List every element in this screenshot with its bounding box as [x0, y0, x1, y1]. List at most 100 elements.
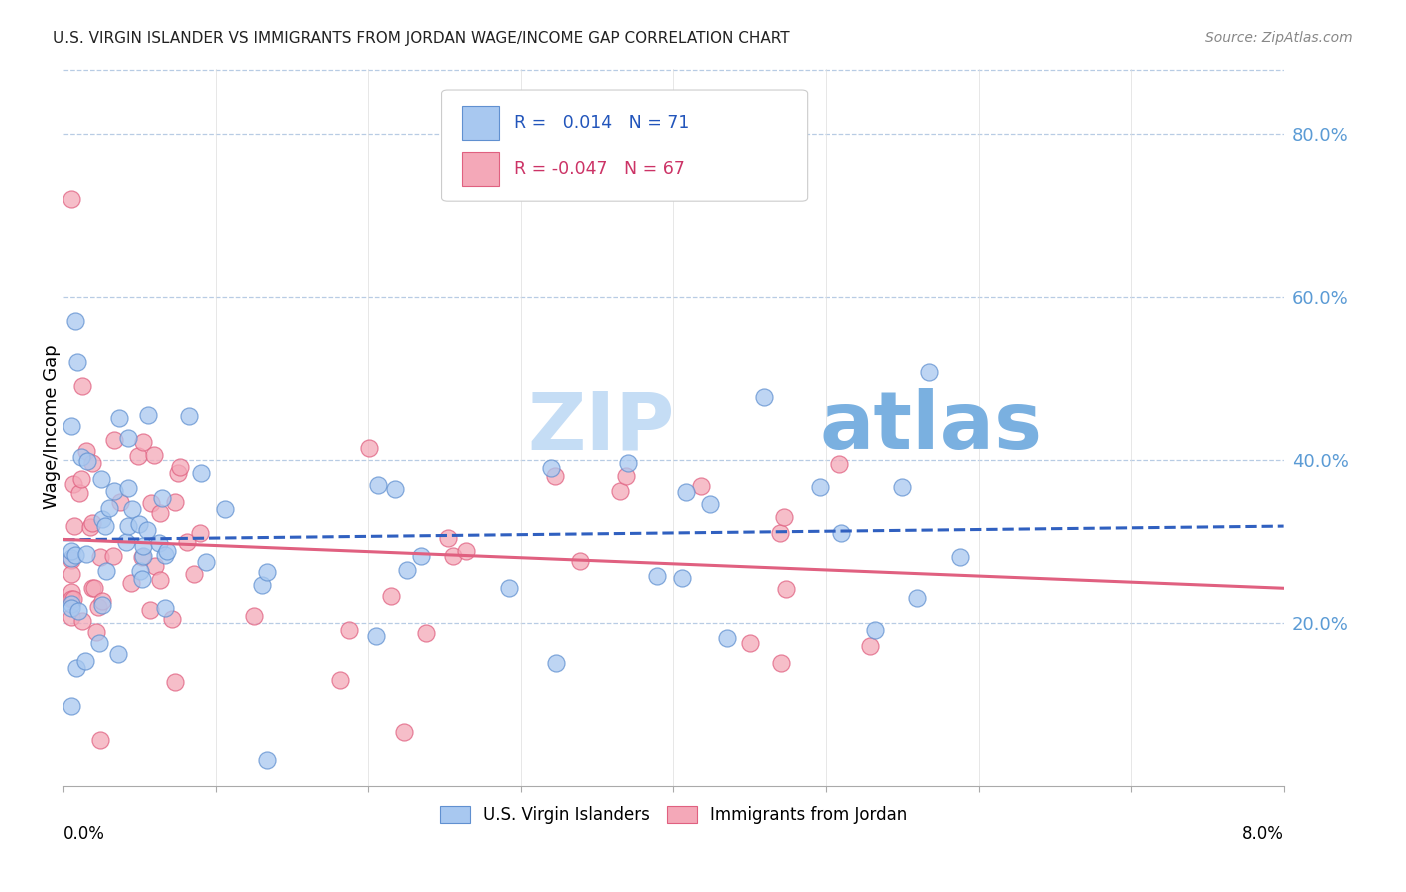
- Point: [256, 565, 278, 579]
- Point: [59, 551, 82, 566]
- Point: [415, 625, 437, 640]
- Point: [339, 623, 361, 637]
- Point: [156, 544, 179, 558]
- Point: [59, 553, 82, 567]
- Point: [59, 192, 82, 206]
- Y-axis label: Wage/Income Gap: Wage/Income Gap: [44, 344, 60, 509]
- Point: [65, 661, 87, 675]
- Point: [59, 597, 82, 611]
- Point: [70, 614, 93, 628]
- Point: [89, 733, 111, 747]
- Point: [76, 454, 98, 468]
- Point: [699, 497, 721, 511]
- Point: [690, 479, 713, 493]
- Text: U.S. VIRGIN ISLANDER VS IMMIGRANTS FROM JORDAN WAGE/INCOME GAP CORRELATION CHART: U.S. VIRGIN ISLANDER VS IMMIGRANTS FROM …: [53, 31, 790, 46]
- Point: [67, 604, 90, 618]
- Point: [775, 582, 797, 596]
- Point: [392, 724, 415, 739]
- Point: [139, 496, 162, 510]
- Point: [890, 480, 912, 494]
- Point: [63, 314, 86, 328]
- Point: [132, 549, 155, 564]
- Point: [59, 698, 82, 713]
- Point: [90, 598, 112, 612]
- Point: [752, 390, 775, 404]
- Point: [609, 484, 631, 499]
- Point: [436, 531, 458, 545]
- Point: [828, 457, 851, 471]
- Point: [195, 555, 218, 569]
- Point: [380, 589, 402, 603]
- Point: [396, 563, 419, 577]
- Point: [176, 534, 198, 549]
- Point: [150, 491, 173, 505]
- Point: [66, 355, 89, 369]
- Point: [128, 517, 150, 532]
- Point: [87, 599, 110, 614]
- Point: [740, 636, 762, 650]
- Point: [90, 594, 112, 608]
- Point: [121, 501, 143, 516]
- Point: [63, 548, 86, 562]
- Point: [127, 449, 149, 463]
- Text: R =   0.014   N = 71: R = 0.014 N = 71: [513, 114, 689, 132]
- Point: [117, 481, 139, 495]
- Point: [384, 482, 406, 496]
- Point: [863, 623, 886, 637]
- Point: [103, 484, 125, 499]
- Point: [671, 571, 693, 585]
- Point: [117, 519, 139, 533]
- Text: 0.0%: 0.0%: [63, 825, 105, 843]
- Point: [62, 477, 84, 491]
- Point: [250, 578, 273, 592]
- Point: [364, 629, 387, 643]
- Point: [107, 647, 129, 661]
- Point: [165, 495, 187, 509]
- Point: [70, 450, 93, 464]
- Legend: U.S. Virgin Islanders, Immigrants from Jordan: U.S. Virgin Islanders, Immigrants from J…: [433, 799, 914, 831]
- Point: [131, 550, 153, 565]
- Point: [190, 466, 212, 480]
- Point: [97, 501, 120, 516]
- Point: [79, 520, 101, 534]
- Point: [136, 408, 159, 422]
- Point: [166, 467, 188, 481]
- Point: [59, 592, 82, 607]
- Point: [907, 591, 929, 605]
- Point: [82, 581, 104, 595]
- Point: [409, 549, 432, 564]
- Point: [769, 525, 792, 540]
- Text: Source: ZipAtlas.com: Source: ZipAtlas.com: [1205, 31, 1353, 45]
- Point: [80, 456, 103, 470]
- Point: [90, 511, 112, 525]
- Point: [115, 535, 138, 549]
- Point: [120, 576, 142, 591]
- Point: [808, 480, 831, 494]
- Point: [83, 582, 105, 596]
- Point: [145, 559, 167, 574]
- Point: [75, 443, 97, 458]
- Point: [75, 547, 97, 561]
- Point: [540, 460, 562, 475]
- Point: [59, 544, 82, 558]
- Point: [59, 585, 82, 599]
- Point: [441, 549, 464, 563]
- Bar: [463, 106, 499, 140]
- Text: R = -0.047   N = 67: R = -0.047 N = 67: [513, 160, 685, 178]
- Point: [949, 549, 972, 564]
- Point: [454, 544, 477, 558]
- Point: [675, 485, 697, 500]
- Point: [94, 564, 117, 578]
- Point: [256, 753, 278, 767]
- Text: ZIP: ZIP: [527, 388, 675, 466]
- Point: [214, 502, 236, 516]
- Point: [773, 510, 796, 524]
- Point: [188, 525, 211, 540]
- Point: [59, 600, 82, 615]
- FancyBboxPatch shape: [441, 90, 807, 202]
- Point: [70, 379, 93, 393]
- Point: [716, 631, 738, 645]
- Point: [614, 469, 637, 483]
- Point: [132, 539, 155, 553]
- Text: atlas: atlas: [820, 388, 1043, 466]
